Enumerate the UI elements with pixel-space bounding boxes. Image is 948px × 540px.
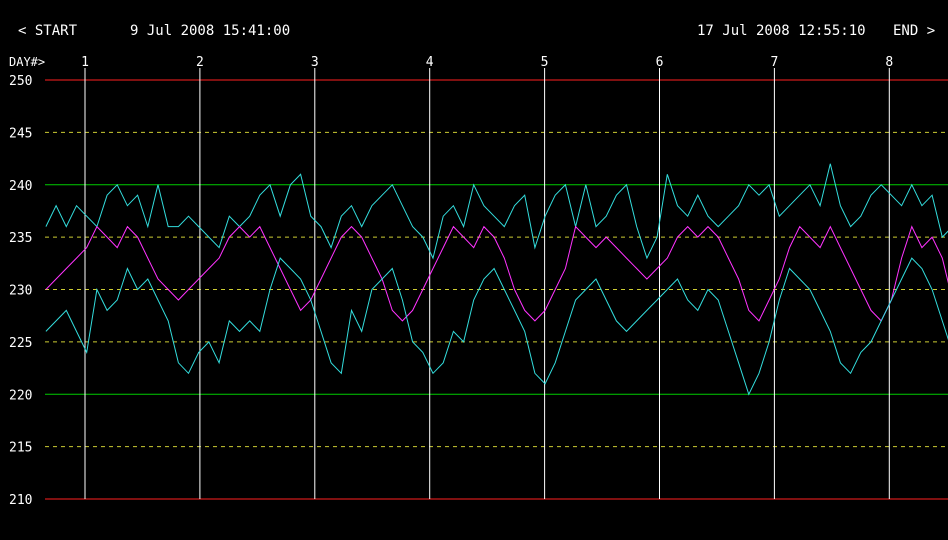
y-tick-label: 220 xyxy=(9,388,32,403)
end-timestamp: 17 Jul 2008 12:55:10 xyxy=(697,23,866,39)
day-label-7: 7 xyxy=(770,55,778,70)
y-tick-label: 225 xyxy=(9,336,32,351)
y-tick-label: 235 xyxy=(9,231,32,246)
end-nav-button[interactable]: END > xyxy=(893,23,935,39)
day-axis-label: DAY#> xyxy=(9,55,45,69)
series-lines xyxy=(45,163,948,396)
start-timestamp: 9 Jul 2008 15:41:00 xyxy=(130,23,290,39)
y-tick-label: 230 xyxy=(9,284,32,299)
day-label-5: 5 xyxy=(541,55,549,70)
y-tick-label: 245 xyxy=(9,126,32,141)
y-tick-label: 250 xyxy=(9,74,32,89)
series-line-max xyxy=(45,163,948,260)
day-label-3: 3 xyxy=(311,55,319,70)
day-markers: 1 2 3 4 5 6 7 8 xyxy=(81,55,893,499)
day-label-4: 4 xyxy=(426,55,434,70)
day-label-6: 6 xyxy=(656,55,664,70)
horizontal-gridlines xyxy=(45,79,948,500)
y-tick-label: 240 xyxy=(9,179,32,194)
start-nav-button[interactable]: < START xyxy=(18,23,78,39)
y-tick-label: 215 xyxy=(9,441,32,456)
series-line-min xyxy=(45,257,948,396)
day-label-2: 2 xyxy=(196,55,204,70)
series-line-avg xyxy=(45,225,948,322)
y-tick-label: 210 xyxy=(9,493,32,508)
day-label-8: 8 xyxy=(885,55,893,70)
y-axis-tick-labels: 250 245 240 235 230 225 220 215 210 xyxy=(9,74,32,508)
day-label-1: 1 xyxy=(81,55,89,70)
